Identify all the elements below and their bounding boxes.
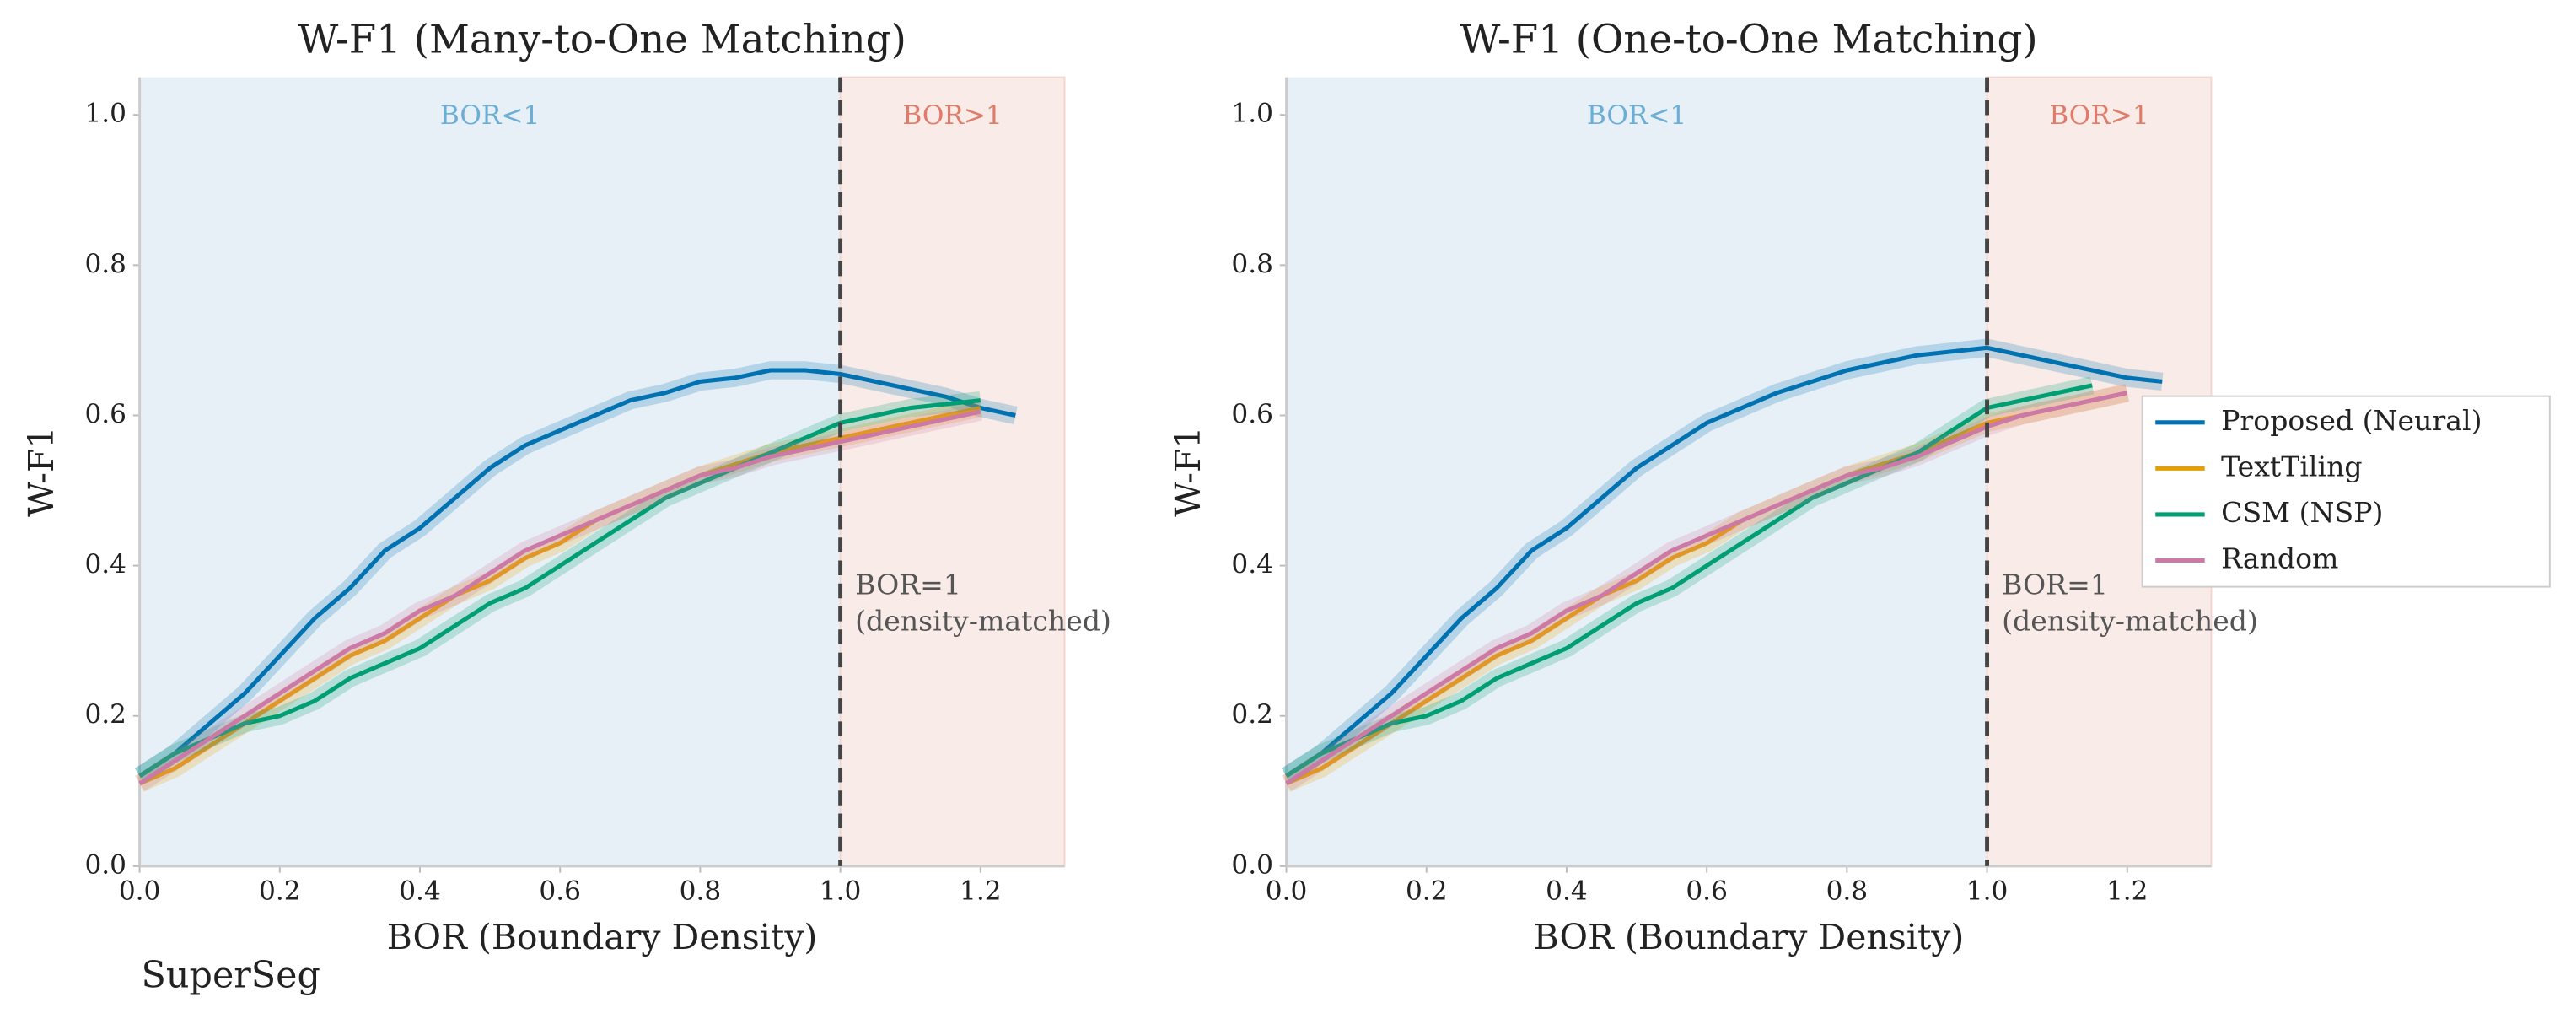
y-tick-label: 0.2 xyxy=(84,699,126,730)
legend-label: Random xyxy=(2221,542,2338,574)
series-line xyxy=(138,368,1016,779)
x-axis-label: BOR (Boundary Density) xyxy=(1534,917,1965,957)
x-tick-label: 0.8 xyxy=(1826,876,1869,907)
y-tick-label: 0.0 xyxy=(84,849,126,880)
chart-title: W-F1 (Many-to-One Matching) xyxy=(298,18,906,63)
y-axis-label: W-F1 xyxy=(1168,427,1208,517)
legend-label: TextTiling xyxy=(2221,450,2362,482)
region-label: BOR<1 xyxy=(440,100,540,131)
x-tick-label: 0.0 xyxy=(119,876,161,907)
x-tick-label: 1.0 xyxy=(1966,876,2009,907)
x-tick-label: 0.2 xyxy=(259,876,301,907)
y-tick-label: 0.8 xyxy=(84,249,126,279)
x-axis-label: BOR (Boundary Density) xyxy=(387,917,818,957)
series-line xyxy=(1285,345,2163,779)
y-tick-label: 0.4 xyxy=(84,549,126,579)
y-tick-label: 1.0 xyxy=(84,99,126,129)
y-tick-label: 0.0 xyxy=(1231,849,1273,880)
y-tick-label: 0.4 xyxy=(1231,549,1273,579)
x-tick-label: 1.0 xyxy=(820,876,862,907)
x-tick-label: 0.4 xyxy=(1546,876,1588,907)
y-tick-label: 0.6 xyxy=(84,399,126,429)
y-tick-label: 1.0 xyxy=(1231,99,1273,129)
reference-label: (density-matched) xyxy=(855,605,1111,638)
x-tick-label: 1.2 xyxy=(2106,876,2148,907)
series-line xyxy=(1285,383,2093,779)
x-tick-label: 0.6 xyxy=(1686,876,1728,907)
x-tick-label: 0.4 xyxy=(399,876,441,907)
legend-label: CSM (NSP) xyxy=(2221,496,2383,529)
series-line xyxy=(138,409,981,786)
region-label: BOR<1 xyxy=(1587,100,1686,131)
y-tick-label: 0.2 xyxy=(1231,699,1273,730)
legend-label: Proposed (Neural) xyxy=(2221,404,2482,437)
region-above xyxy=(839,76,1066,867)
x-tick-label: 0.2 xyxy=(1406,876,1448,907)
region-label: BOR>1 xyxy=(902,100,1002,131)
legend-box xyxy=(2141,395,2551,588)
region-label: BOR>1 xyxy=(2049,100,2148,131)
series-line xyxy=(138,406,981,786)
reference-label: BOR=1 xyxy=(2002,569,2108,601)
x-tick-label: 0.8 xyxy=(680,876,722,907)
reference-label: BOR=1 xyxy=(855,569,961,601)
y-tick-label: 0.8 xyxy=(1231,249,1273,279)
y-tick-label: 0.6 xyxy=(1231,399,1273,429)
footer-label: SuperSeg xyxy=(142,954,320,996)
x-tick-label: 0.6 xyxy=(539,876,581,907)
y-axis-label: W-F1 xyxy=(21,427,62,517)
x-tick-label: 1.2 xyxy=(960,876,1002,907)
chart-title: W-F1 (One-to-One Matching) xyxy=(1460,18,2037,63)
reference-label: (density-matched) xyxy=(2002,605,2258,638)
x-tick-label: 0.0 xyxy=(1266,876,1308,907)
